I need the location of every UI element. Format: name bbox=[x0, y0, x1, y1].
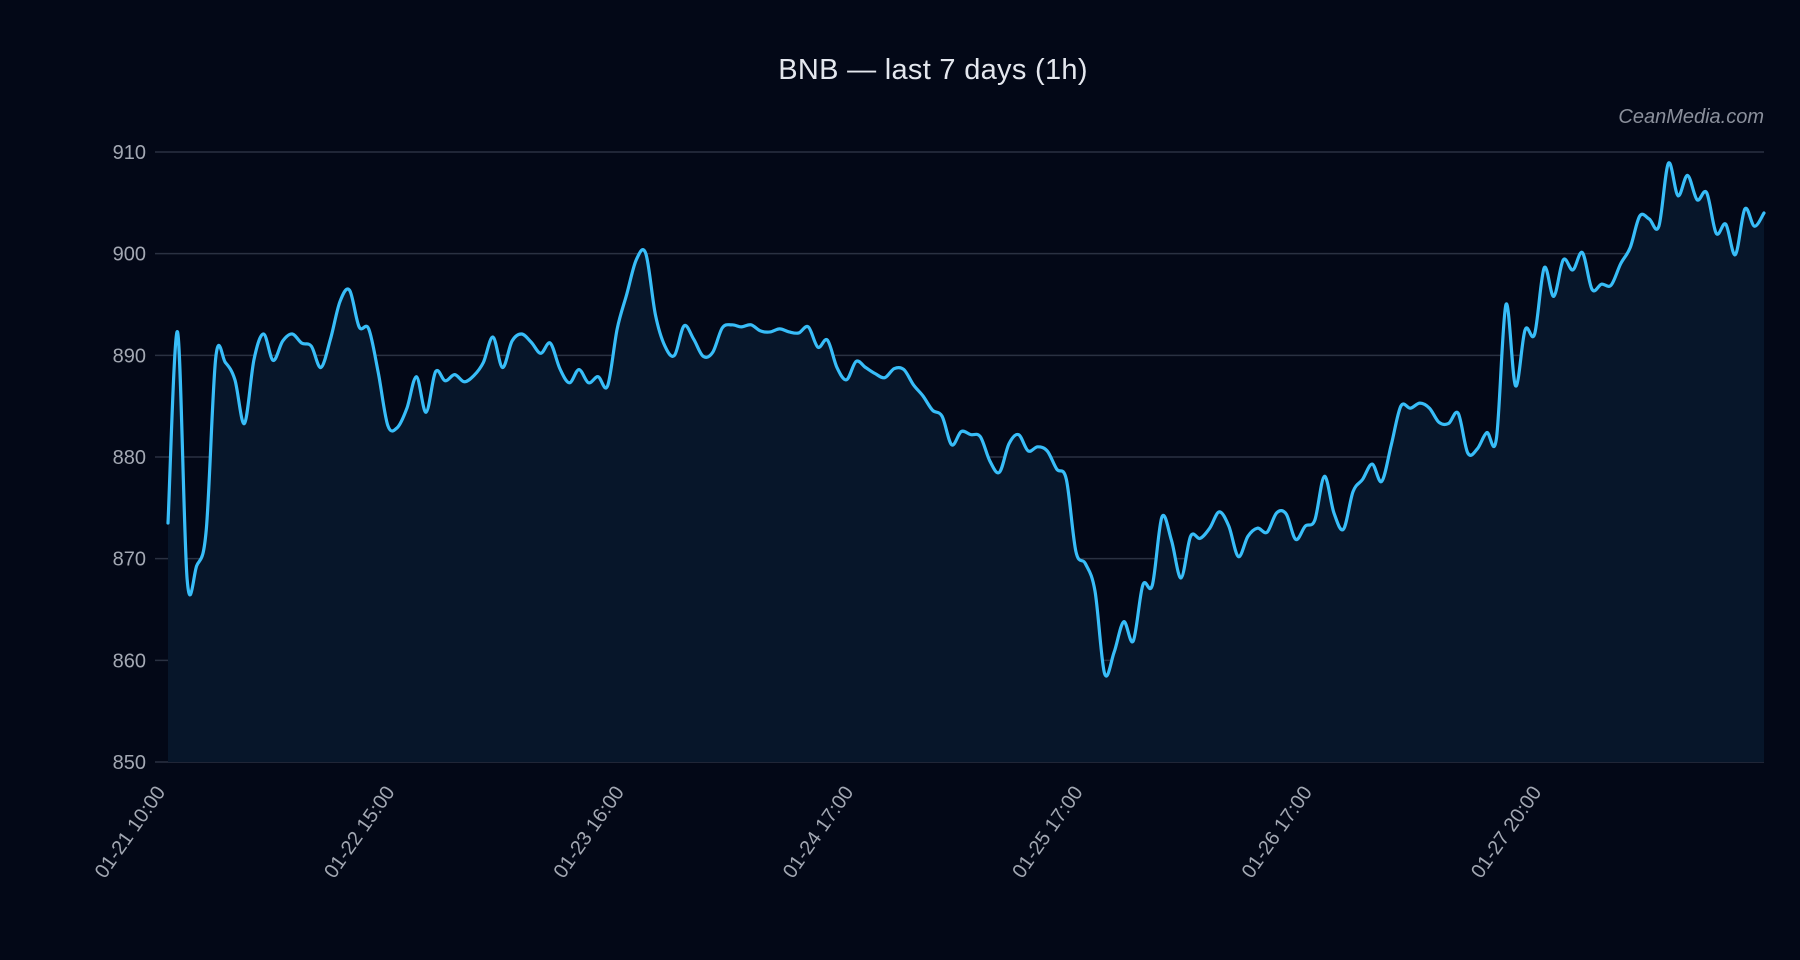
y-tick-label: 850 bbox=[113, 752, 146, 774]
x-tick-label: 01-22 15:00 bbox=[320, 782, 399, 882]
x-tick-label: 01-25 17:00 bbox=[1008, 782, 1087, 882]
watermark: CeanMedia.com bbox=[1618, 106, 1764, 128]
price-area bbox=[168, 162, 1764, 763]
y-tick-label: 910 bbox=[113, 142, 146, 164]
x-tick-label: 01-23 16:00 bbox=[550, 782, 629, 882]
y-axis-labels: 850 860 870 880 890 900 910 bbox=[113, 142, 146, 774]
x-tick-label: 01-26 17:00 bbox=[1238, 782, 1317, 882]
chart-title: BNB — last 7 days (1h) bbox=[778, 54, 1088, 86]
price-line bbox=[166, 161, 1766, 678]
y-tick-label: 860 bbox=[113, 650, 146, 672]
y-tick-label: 890 bbox=[113, 345, 146, 367]
y-tick-label: 870 bbox=[113, 549, 146, 571]
x-tick-label: 01-24 17:00 bbox=[779, 782, 858, 882]
y-tick-label: 900 bbox=[113, 244, 146, 266]
x-axis-labels: 01-21 10:00 01-22 15:00 01-23 16:00 01-24 1… bbox=[91, 782, 1546, 882]
y-tick-label: 880 bbox=[113, 447, 146, 469]
x-tick-label: 01-21 10:00 bbox=[91, 782, 170, 882]
x-tick-label: 01-27 20:00 bbox=[1467, 782, 1546, 882]
